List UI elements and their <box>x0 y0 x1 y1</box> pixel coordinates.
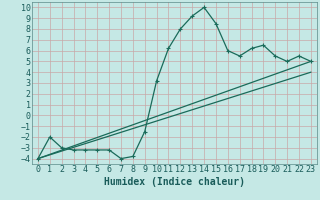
X-axis label: Humidex (Indice chaleur): Humidex (Indice chaleur) <box>104 177 245 187</box>
